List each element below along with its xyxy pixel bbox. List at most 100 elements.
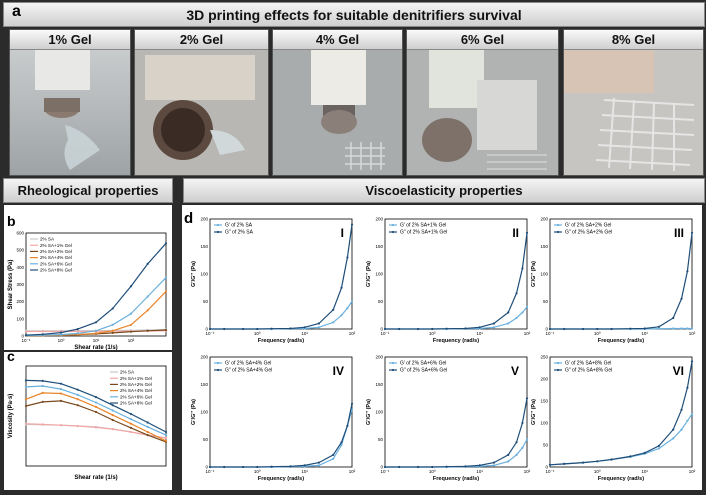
d2-ytick-1: 50 — [378, 299, 384, 304]
c-point-5-3 — [76, 388, 79, 391]
b-point-5-5 — [111, 307, 114, 310]
d2-xtick-0: 10⁻¹ — [381, 331, 390, 336]
d5-legend-label-0: G' of 2% SA+6% Gel — [400, 361, 446, 367]
c-ylabel: Viscosity (Pa·s) — [8, 394, 14, 439]
panel-d-letter: d — [184, 210, 194, 227]
d2-point-1-0 — [383, 327, 387, 331]
d6-legend-label-1: G" of 2% SA+8% Gel — [565, 368, 612, 374]
d2-point-1-8 — [507, 311, 510, 314]
d4-xlabel: Frequency (rad/s) — [258, 476, 304, 482]
d1-point-1-8 — [332, 308, 335, 311]
d1-point-1-0 — [208, 327, 212, 331]
d4-legend-marker-0 — [216, 361, 220, 365]
b-ytick-3: 300 — [16, 282, 24, 287]
d6-point-1-4 — [610, 458, 613, 461]
viscosity-chart: Shear rate (1/s)Viscosity (Pa·s)2% SA2% … — [8, 365, 168, 481]
d1-xlabel: Frequency (rad/s) — [258, 338, 304, 344]
c-point-2-0 — [24, 404, 28, 408]
photo-1pct-gel-image — [10, 30, 130, 175]
d1-point-0-9 — [340, 314, 343, 317]
d4-point-1-3 — [256, 465, 259, 469]
d6-axes — [549, 356, 693, 468]
b-legend-label-5: 2% SA+8% Gel — [40, 268, 72, 273]
b-axes — [25, 232, 167, 337]
photo-8pct-gel-image — [564, 30, 703, 175]
d1-point-1-6 — [303, 326, 306, 329]
c-point-2-1 — [41, 400, 44, 403]
d5-legend-label-1: G" of 2% SA+6% Gel — [400, 368, 447, 374]
b-legend-label-1: 2% SA+1% Gel — [40, 243, 72, 248]
b-point-4-2 — [59, 333, 63, 336]
d1-point-0-11 — [350, 300, 354, 303]
b-point-5-1 — [41, 333, 44, 336]
b-legend-label-4: 2% SA+6% Gel — [40, 261, 72, 266]
panel-c: Shear rate (1/s) Viscosity (Pa·s) 2% SA 2% … — [4, 352, 172, 490]
d6-point-1-9 — [680, 408, 683, 411]
panel-b: 0 100 200 300 400 500 600 10⁻¹ 10⁰ 10¹ 10² Shear ra… — [4, 205, 172, 351]
d1-roman: I — [341, 226, 344, 240]
d2-ytick-2: 100 — [375, 272, 383, 277]
d5-xtick-0: 10⁻¹ — [381, 469, 390, 474]
c-legend-label-1: 2% SA+1% Gel — [120, 376, 152, 381]
d4-roman: IV — [333, 364, 344, 378]
c-point-4-7 — [146, 425, 149, 428]
d6-ytick-5: 250 — [540, 355, 548, 360]
d4-ylabel: G'/G'' (Pa) — [191, 399, 197, 425]
d2-point-0-7 — [492, 326, 495, 329]
d2-xtick-3: 10² — [524, 331, 531, 336]
c-point-2-3 — [76, 404, 79, 407]
b-point-5-7 — [146, 262, 149, 265]
c-point-1-4 — [94, 426, 98, 429]
b-ytick-5: 500 — [16, 248, 24, 253]
b-series-line-3 — [25, 290, 167, 337]
d6-xtick-1: 10⁰ — [594, 469, 601, 474]
d3-legend-marker-1 — [556, 230, 560, 234]
d2-point-1-10 — [521, 267, 524, 270]
d6-ytick-3: 150 — [540, 399, 548, 404]
b-point-5-2 — [59, 331, 63, 334]
d3-point-1-4 — [610, 327, 613, 331]
d4-point-1-2 — [242, 465, 245, 469]
d3-legend-marker-0 — [556, 223, 560, 227]
b-point-5-4 — [94, 321, 98, 324]
c-point-1-1 — [41, 423, 44, 426]
d5-point-1-10 — [521, 421, 524, 425]
d1-ytick-0: 0 — [205, 327, 208, 332]
c-point-4-2 — [59, 388, 63, 391]
d1-ytick-1: 50 — [203, 299, 209, 304]
d1-point-1-3 — [256, 327, 259, 331]
d3-point-1-11 — [690, 231, 694, 234]
photo-8pct-gel-label: 8% Gel — [564, 30, 703, 50]
d2-point-0-10 — [521, 311, 524, 314]
d6-xtick-2: 10¹ — [641, 469, 648, 474]
d6-point-1-1 — [563, 462, 566, 465]
c-point-1-0 — [24, 422, 28, 425]
d3-ytick-4: 200 — [540, 217, 548, 222]
d6-xtick-3: 10² — [689, 469, 696, 474]
d1-point-1-1 — [223, 327, 226, 331]
d2-point-0-9 — [515, 316, 518, 320]
b-point-5-0 — [24, 334, 28, 337]
d2-point-1-1 — [398, 327, 401, 331]
d3-xtick-3: 10² — [689, 331, 696, 336]
d5-point-1-2 — [417, 465, 420, 469]
panel-c-letter: c — [7, 348, 15, 364]
d3-ytick-0: 0 — [545, 327, 548, 332]
d1-point-1-2 — [242, 327, 245, 331]
c-legend-label-4: 2% SA+6% Gel — [120, 394, 152, 399]
b-point-5-8 — [164, 242, 168, 245]
d1-point-0-7 — [317, 326, 320, 329]
d6-ylabel: G'/G'' (Pa) — [531, 399, 537, 425]
d3-legend-label-0: G' of 2% SA+2% Gel — [565, 223, 611, 229]
d2-xtick-1: 10⁰ — [429, 331, 436, 336]
d3-ylabel: G'/G'' (Pa) — [531, 261, 537, 287]
photo-1pct-gel-label: 1% Gel — [10, 30, 130, 50]
d5-point-0-8 — [507, 460, 510, 463]
d4-point-1-1 — [223, 465, 226, 469]
c-point-3-4 — [94, 405, 98, 408]
d4-xtick-0: 10⁻¹ — [206, 469, 215, 474]
panel-a-header: 3D printing effects for suitable denitri… — [3, 2, 705, 27]
b-point-1-1 — [41, 330, 44, 333]
c-point-5-5 — [111, 404, 114, 407]
d5-xtick-2: 10¹ — [476, 469, 483, 474]
